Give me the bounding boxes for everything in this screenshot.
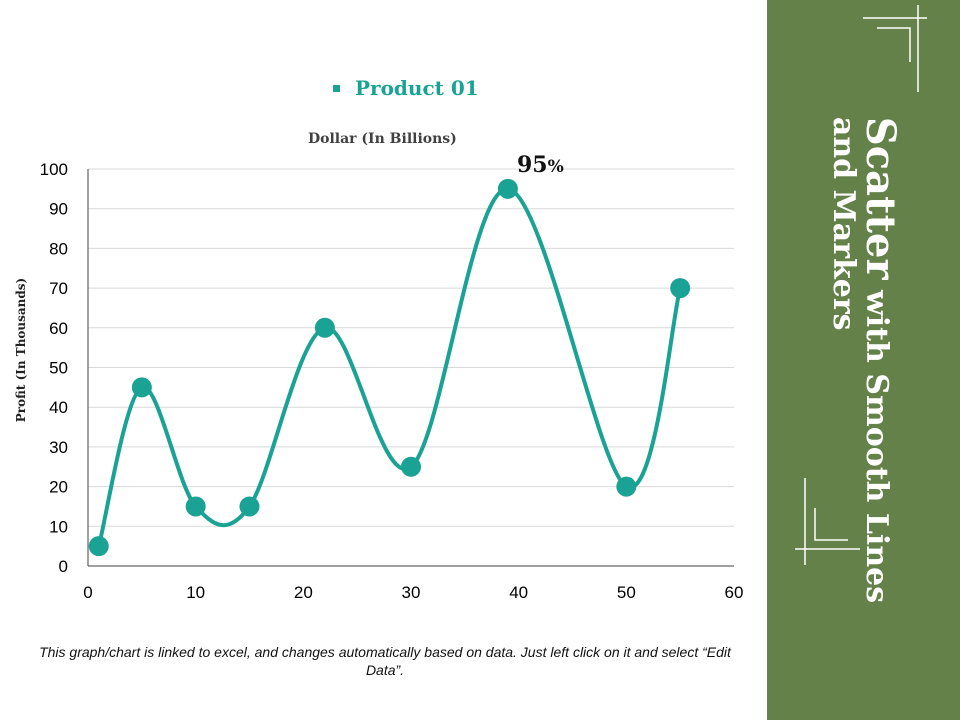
y-tick-label: 80 — [49, 239, 68, 258]
side-title-word-large: Scatter — [856, 116, 904, 280]
series-line — [96, 186, 683, 549]
side-title-line1-rest: with Smooth Lines — [858, 279, 894, 604]
data-point — [185, 496, 206, 517]
data-point — [401, 456, 421, 477]
side-title: Scatter with Smooth Lines and Markers — [825, 116, 904, 604]
x-tick-label: 50 — [617, 583, 636, 602]
side-panel — [767, 0, 960, 720]
chart-legend: Product 01 — [333, 76, 479, 100]
x-tick-label: 60 — [725, 583, 744, 602]
data-point — [131, 377, 152, 398]
x-tick-label: 20 — [294, 583, 313, 602]
chart-title: Dollar (In Billions) — [308, 131, 457, 147]
data-point — [314, 317, 335, 338]
y-axis-label: Profit (In Thousands) — [14, 277, 28, 423]
data-point — [497, 178, 518, 199]
x-tick-label: 0 — [83, 583, 92, 602]
legend-label: Product 01 — [355, 76, 479, 100]
chart-caption: This graph/chart is linked to excel, and… — [39, 644, 731, 678]
x-tick-label: 40 — [509, 583, 528, 602]
side-title-line2: and Markers — [825, 116, 861, 331]
y-tick-label: 100 — [40, 160, 68, 179]
y-tick-label: 40 — [49, 398, 68, 417]
data-point — [616, 476, 637, 497]
y-tick-label: 30 — [49, 438, 68, 457]
x-tick-label: 30 — [402, 583, 421, 602]
y-tick-label: 70 — [49, 279, 68, 298]
y-tick-label: 20 — [49, 478, 68, 497]
y-tick-label: 50 — [49, 359, 68, 378]
peak-annotation: 95% — [517, 152, 564, 178]
y-tick-label: 60 — [49, 319, 68, 338]
y-tick-label: 10 — [49, 517, 68, 536]
x-tick-label: 10 — [186, 583, 205, 602]
y-tick-label: 0 — [59, 557, 68, 576]
peak-annotation-suffix: % — [547, 157, 564, 177]
data-point — [239, 496, 260, 517]
data-point — [670, 278, 691, 299]
y-tick-label: 90 — [49, 200, 68, 219]
legend-swatch — [333, 84, 340, 92]
data-point — [88, 536, 109, 557]
peak-annotation-value: 95 — [517, 152, 548, 178]
